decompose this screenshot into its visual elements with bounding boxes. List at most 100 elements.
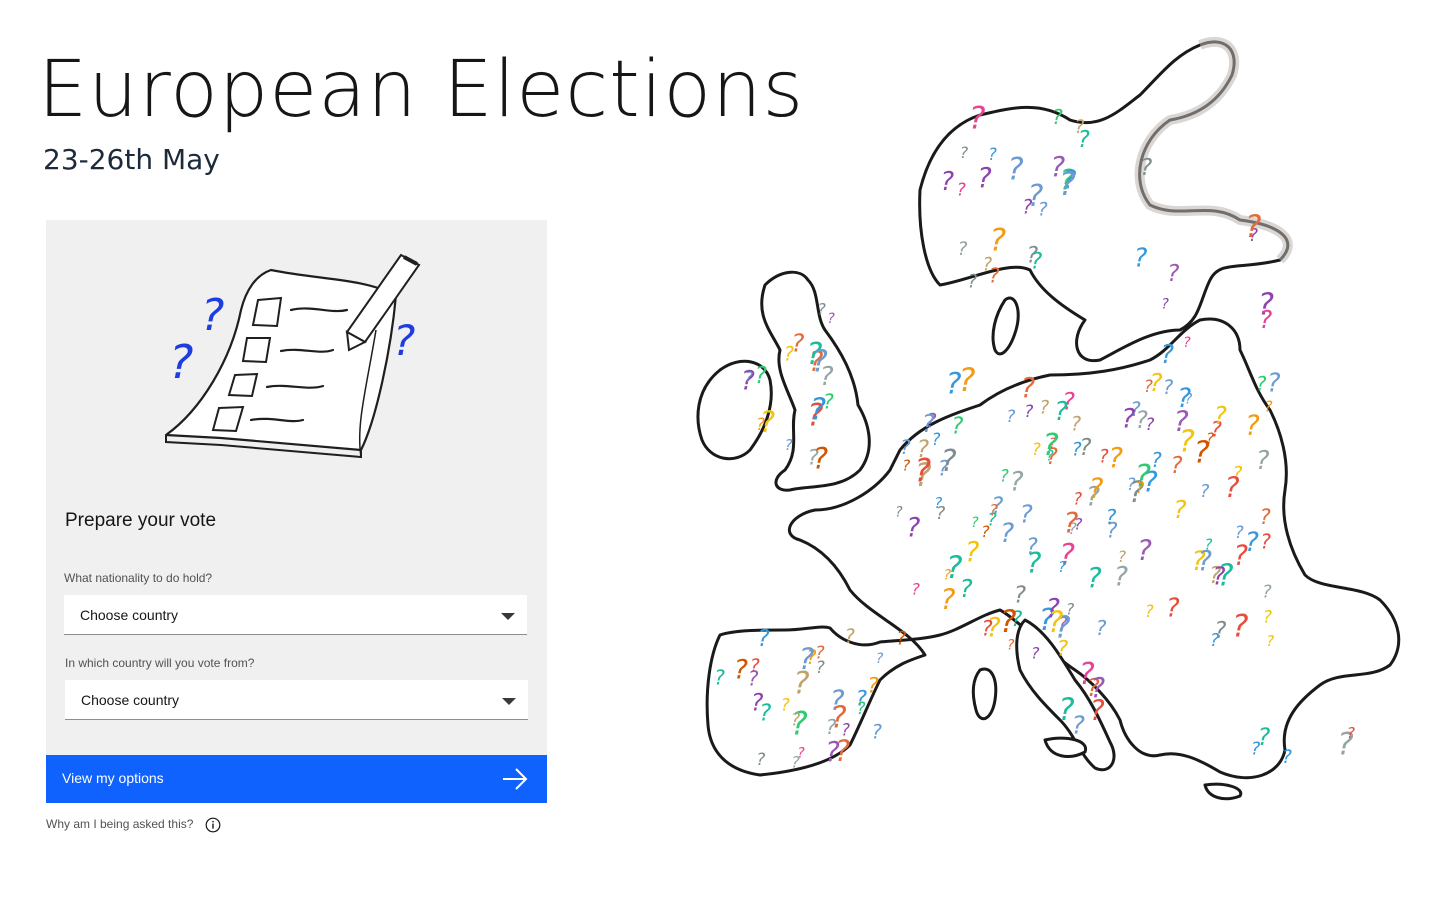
question-mark-glyph: ? bbox=[1212, 561, 1225, 590]
question-mark-glyph: ? bbox=[1245, 408, 1260, 441]
question-mark-glyph: ? bbox=[977, 163, 992, 194]
question-mark-glyph: ? bbox=[968, 272, 978, 293]
question-mark-glyph: ? bbox=[971, 515, 979, 531]
question-mark-glyph: ? bbox=[1258, 723, 1271, 751]
question-mark-glyph: ? bbox=[1046, 593, 1060, 624]
question-mark-glyph: ? bbox=[1177, 383, 1191, 414]
question-mark-glyph: ? bbox=[1214, 401, 1227, 430]
question-mark-glyph: ? bbox=[809, 345, 824, 378]
question-mark-glyph: ? bbox=[755, 363, 767, 389]
question-mark-glyph: ? bbox=[1256, 373, 1267, 396]
question-mark-glyph: ? bbox=[1063, 165, 1077, 195]
question-mark-glyph: ? bbox=[751, 689, 764, 717]
question-mark-glyph: ? bbox=[1028, 179, 1044, 214]
sardinia-shape bbox=[971, 667, 998, 721]
question-mark-glyph: ? bbox=[820, 362, 834, 392]
question-mark-glyph: ? bbox=[1007, 638, 1015, 654]
question-mark-glyph: ? bbox=[906, 513, 920, 544]
question-mark-glyph: ? bbox=[1073, 489, 1082, 509]
question-mark-glyph: ? bbox=[1075, 117, 1085, 138]
question-mark-glyph: ? bbox=[989, 501, 998, 520]
question-mark-glyph: ? bbox=[1026, 534, 1038, 560]
question-mark-glyph: ? bbox=[1108, 442, 1123, 474]
question-mark-glyph: ? bbox=[1137, 534, 1152, 567]
page-title: European Elections bbox=[38, 45, 805, 135]
question-mark-glyph: ? bbox=[1087, 561, 1102, 594]
question-mark-glyph: ? bbox=[1337, 726, 1354, 762]
question-mark-glyph: ? bbox=[1266, 632, 1274, 650]
question-mark-glyph: ? bbox=[943, 567, 951, 583]
nationality-select[interactable]: Choose country bbox=[64, 595, 527, 635]
ballot-illustration: ? ? ? bbox=[164, 253, 421, 459]
question-mark-glyph: ? bbox=[741, 365, 755, 396]
svg-text:?: ? bbox=[169, 335, 193, 389]
question-mark-glyph: ? bbox=[1046, 448, 1054, 464]
question-mark-glyph: ? bbox=[1000, 604, 1017, 640]
question-mark-glyph: ? bbox=[1043, 428, 1059, 463]
question-mark-glyph: ? bbox=[807, 399, 823, 434]
question-mark-glyph: ? bbox=[1256, 446, 1270, 476]
question-mark-glyph: ? bbox=[756, 415, 765, 434]
question-mark-glyph: ? bbox=[960, 574, 973, 603]
question-mark-glyph: ? bbox=[1206, 430, 1214, 448]
info-icon[interactable] bbox=[205, 817, 221, 833]
question-mark-glyph: ? bbox=[799, 642, 815, 677]
question-mark-glyph: ? bbox=[791, 705, 808, 742]
question-mark-glyph: ? bbox=[760, 405, 775, 439]
question-mark-glyph: ? bbox=[1171, 453, 1183, 479]
question-mark-glyph: ? bbox=[812, 345, 828, 380]
vote-country-select[interactable]: Choose country bbox=[65, 680, 528, 720]
question-mark-glyph: ? bbox=[756, 750, 765, 770]
question-mark-glyph: ? bbox=[785, 436, 793, 454]
map-question-marks: ????????????????????????????????????????… bbox=[714, 101, 1355, 772]
question-mark-glyph: ? bbox=[1106, 519, 1117, 543]
question-mark-glyph: ? bbox=[1024, 402, 1033, 422]
view-options-button[interactable]: View my options bbox=[46, 755, 547, 803]
question-mark-glyph: ? bbox=[1071, 413, 1082, 436]
question-mark-glyph: ? bbox=[797, 746, 805, 762]
vote-country-label: In which country will you vote from? bbox=[65, 656, 255, 670]
nationality-label: What nationality to do hold? bbox=[64, 571, 213, 585]
question-mark-glyph: ? bbox=[831, 701, 847, 736]
ireland-shape bbox=[696, 359, 773, 461]
question-mark-glyph: ? bbox=[750, 656, 760, 677]
question-mark-glyph: ? bbox=[1161, 296, 1169, 312]
question-mark-glyph: ? bbox=[813, 441, 828, 475]
question-mark-glyph: ? bbox=[1121, 403, 1135, 434]
question-mark-glyph: ? bbox=[959, 361, 976, 399]
question-mark-glyph: ? bbox=[748, 667, 759, 691]
question-mark-glyph: ? bbox=[951, 414, 963, 440]
question-mark-glyph: ? bbox=[1263, 607, 1272, 627]
question-mark-glyph: ? bbox=[1217, 558, 1233, 593]
question-mark-glyph: ? bbox=[1233, 464, 1243, 485]
question-mark-glyph: ? bbox=[1198, 546, 1212, 577]
question-mark-glyph: ? bbox=[917, 435, 930, 463]
question-mark-glyph: ? bbox=[1140, 155, 1152, 181]
chevron-down-icon bbox=[501, 613, 515, 620]
why-asked-link[interactable]: Why am I being asked this? bbox=[46, 817, 194, 831]
question-mark-glyph: ? bbox=[1039, 603, 1055, 638]
question-mark-glyph: ? bbox=[1145, 602, 1154, 621]
question-mark-glyph: ? bbox=[1060, 164, 1075, 197]
question-mark-glyph: ? bbox=[1049, 435, 1057, 452]
question-mark-glyph: ? bbox=[1050, 150, 1065, 183]
question-mark-glyph: ? bbox=[1174, 405, 1189, 439]
question-mark-glyph: ? bbox=[1144, 377, 1153, 397]
question-mark-glyph: ? bbox=[981, 522, 990, 541]
question-mark-glyph: ? bbox=[835, 734, 850, 768]
question-mark-glyph: ? bbox=[808, 445, 819, 470]
question-mark-glyph: ? bbox=[1194, 436, 1210, 471]
question-mark-glyph: ? bbox=[1062, 388, 1075, 416]
question-mark-glyph: ? bbox=[1267, 368, 1281, 398]
question-mark-glyph: ? bbox=[1259, 305, 1272, 334]
question-mark-glyph: ? bbox=[902, 457, 910, 475]
question-mark-glyph: ? bbox=[841, 721, 850, 740]
question-mark-glyph: ? bbox=[940, 584, 955, 617]
page-subtitle: 23-26th May bbox=[43, 143, 220, 176]
question-mark-glyph: ? bbox=[806, 337, 822, 372]
svg-text:?: ? bbox=[201, 290, 224, 341]
question-mark-glyph: ? bbox=[791, 752, 800, 771]
question-mark-glyph: ? bbox=[1114, 562, 1128, 593]
question-mark-glyph: ? bbox=[872, 720, 883, 743]
question-mark-glyph: ? bbox=[781, 694, 790, 714]
